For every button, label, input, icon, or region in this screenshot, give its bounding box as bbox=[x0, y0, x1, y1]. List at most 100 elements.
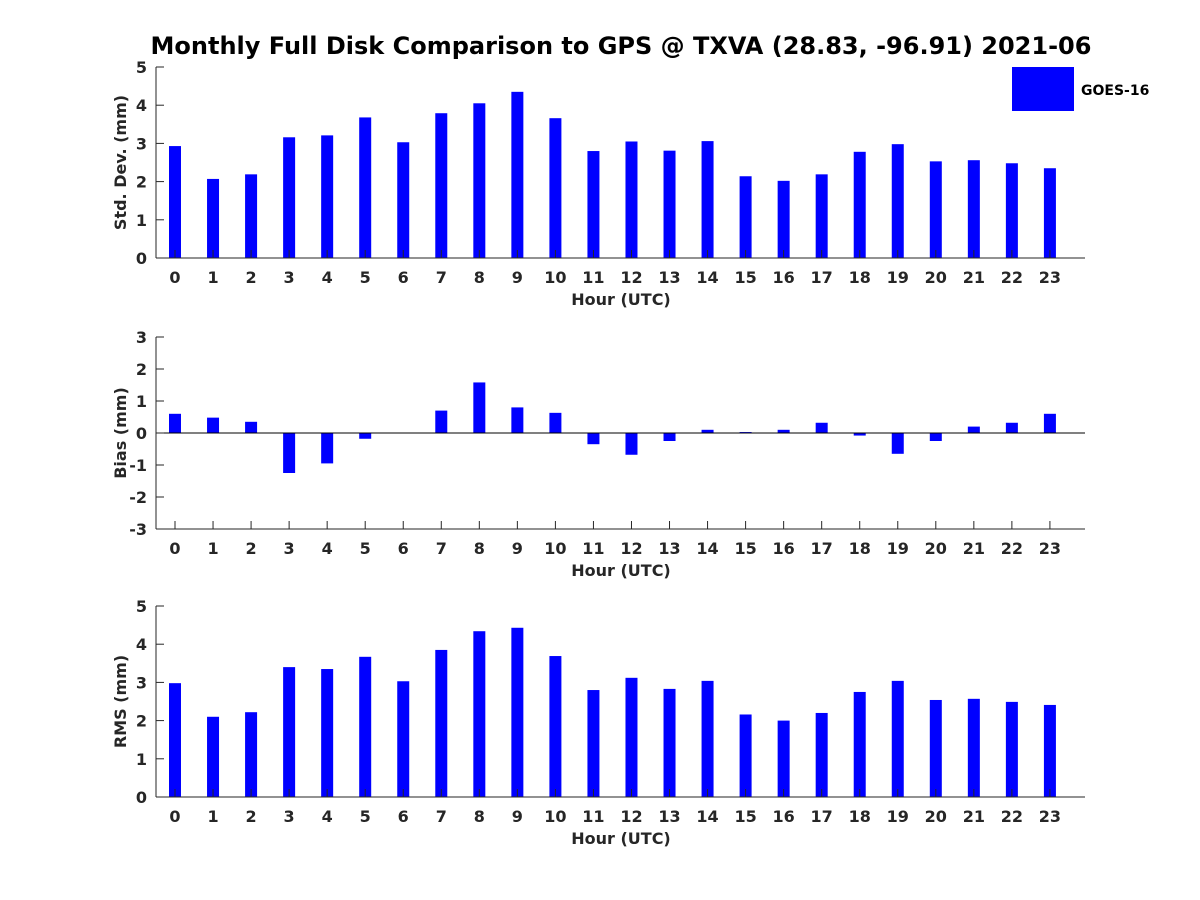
rms-xtick-label-10: 10 bbox=[544, 807, 566, 826]
bias-xtick-label-20: 20 bbox=[925, 539, 947, 558]
rms-xtick-label-0: 0 bbox=[169, 807, 180, 826]
bias-y-axis-label: Bias (mm) bbox=[111, 387, 130, 479]
rms-xtick-label-18: 18 bbox=[849, 807, 871, 826]
rms-xtick-label-11: 11 bbox=[582, 807, 604, 826]
rms-y-axis-label: RMS (mm) bbox=[111, 655, 130, 748]
std-dev-xtick-label-18: 18 bbox=[849, 268, 871, 287]
std-dev-bar-14 bbox=[701, 141, 714, 258]
std-dev-bar-4 bbox=[321, 135, 334, 258]
bias-bar-22 bbox=[1005, 422, 1018, 433]
rms-xtick-label-7: 7 bbox=[436, 807, 447, 826]
rms-ytick-label-1: 1 bbox=[136, 750, 147, 769]
std-dev-xtick-label-21: 21 bbox=[963, 268, 985, 287]
std-dev-xtick-label-8: 8 bbox=[474, 268, 485, 287]
bias-bar-14 bbox=[701, 429, 714, 433]
bias-xtick-label-17: 17 bbox=[811, 539, 833, 558]
bias-bar-0 bbox=[169, 413, 181, 433]
legend-label-goes-16: GOES-16 bbox=[1081, 83, 1149, 99]
std-dev-xtick-label-0: 0 bbox=[169, 268, 180, 287]
bias-ytick-label-0: 0 bbox=[136, 424, 147, 443]
rms-ytick-label-4: 4 bbox=[136, 635, 147, 654]
std-dev-xtick-label-19: 19 bbox=[887, 268, 909, 287]
bias-ytick-label-3: 3 bbox=[136, 328, 147, 347]
std-dev-x-axis-label: Hour (UTC) bbox=[571, 290, 671, 309]
rms-bar-22 bbox=[1005, 701, 1018, 797]
bias-xtick-label-13: 13 bbox=[658, 539, 680, 558]
bias-bar-23 bbox=[1043, 413, 1056, 433]
rms-bar-17 bbox=[815, 712, 828, 797]
rms-xtick-label-17: 17 bbox=[811, 807, 833, 826]
rms-xtick-label-16: 16 bbox=[773, 807, 795, 826]
std-dev-xtick-label-14: 14 bbox=[696, 268, 718, 287]
bias-bar-20 bbox=[929, 433, 942, 441]
rms-bar-23 bbox=[1043, 704, 1056, 797]
std-dev-bar-22 bbox=[1005, 163, 1018, 258]
bias-bar-21 bbox=[967, 426, 980, 433]
bias-xtick-label-2: 2 bbox=[246, 539, 257, 558]
std-dev-bar-5 bbox=[359, 117, 372, 258]
bias-xtick-label-11: 11 bbox=[582, 539, 604, 558]
bias-xtick-label-7: 7 bbox=[436, 539, 447, 558]
bias-bar-7 bbox=[435, 410, 448, 433]
bias-ytick-label-1: 1 bbox=[136, 392, 147, 411]
bias-xtick-label-22: 22 bbox=[1001, 539, 1023, 558]
rms-bar-19 bbox=[891, 680, 904, 797]
rms-ytick-label-5: 5 bbox=[136, 597, 147, 616]
bias-xtick-label-4: 4 bbox=[322, 539, 333, 558]
legend-swatch-goes-16 bbox=[1012, 67, 1074, 111]
bias-bar-19 bbox=[891, 433, 904, 454]
rms-bar-9 bbox=[511, 627, 524, 797]
rms-bar-4 bbox=[321, 669, 334, 797]
rms-bar-3 bbox=[283, 667, 296, 797]
bias-xtick-label-21: 21 bbox=[963, 539, 985, 558]
bias-xtick-label-10: 10 bbox=[544, 539, 566, 558]
std-dev-xtick-label-3: 3 bbox=[284, 268, 295, 287]
rms-xtick-label-22: 22 bbox=[1001, 807, 1023, 826]
bias-bar-18 bbox=[853, 433, 866, 436]
rms-bar-5 bbox=[359, 656, 372, 797]
bias-bar-1 bbox=[207, 417, 220, 433]
std-dev-xtick-label-6: 6 bbox=[398, 268, 409, 287]
std-dev-bar-0 bbox=[169, 146, 181, 258]
rms-xtick-label-6: 6 bbox=[398, 807, 409, 826]
rms-xtick-label-9: 9 bbox=[512, 807, 523, 826]
std-dev-bar-21 bbox=[967, 160, 980, 258]
rms-xtick-label-5: 5 bbox=[360, 807, 371, 826]
std-dev-xtick-label-20: 20 bbox=[925, 268, 947, 287]
bias-xtick-label-16: 16 bbox=[773, 539, 795, 558]
figure-title: Monthly Full Disk Comparison to GPS @ TX… bbox=[151, 32, 1092, 60]
std-dev-bar-18 bbox=[853, 151, 866, 258]
std-dev-xtick-label-16: 16 bbox=[773, 268, 795, 287]
std-dev-xtick-label-15: 15 bbox=[734, 268, 756, 287]
bias-xtick-label-12: 12 bbox=[620, 539, 642, 558]
rms-xtick-label-8: 8 bbox=[474, 807, 485, 826]
rms-bar-1 bbox=[207, 716, 220, 797]
std-dev-xtick-label-12: 12 bbox=[620, 268, 642, 287]
bias-xtick-label-5: 5 bbox=[360, 539, 371, 558]
rms-bar-12 bbox=[625, 677, 638, 797]
rms-xtick-label-3: 3 bbox=[284, 807, 295, 826]
bias-xtick-label-6: 6 bbox=[398, 539, 409, 558]
std-dev-ytick-label-5: 5 bbox=[136, 58, 147, 77]
std-dev-xtick-label-17: 17 bbox=[811, 268, 833, 287]
rms-xtick-label-21: 21 bbox=[963, 807, 985, 826]
rms-bar-14 bbox=[701, 680, 714, 797]
rms-bar-7 bbox=[435, 649, 448, 797]
rms-bar-20 bbox=[929, 699, 942, 797]
bias-bar-4 bbox=[321, 433, 334, 464]
std-dev-xtick-label-9: 9 bbox=[512, 268, 523, 287]
rms-xtick-label-13: 13 bbox=[658, 807, 680, 826]
bias-bar-5 bbox=[359, 433, 372, 439]
rms-bar-8 bbox=[473, 631, 486, 797]
std-dev-xtick-label-11: 11 bbox=[582, 268, 604, 287]
bias-ytick-label--1: -1 bbox=[129, 456, 147, 475]
bias-bar-3 bbox=[283, 433, 296, 473]
rms-ytick-label-3: 3 bbox=[136, 673, 147, 692]
std-dev-bar-15 bbox=[739, 176, 752, 258]
std-dev-xtick-label-7: 7 bbox=[436, 268, 447, 287]
rms-bar-2 bbox=[245, 712, 258, 797]
